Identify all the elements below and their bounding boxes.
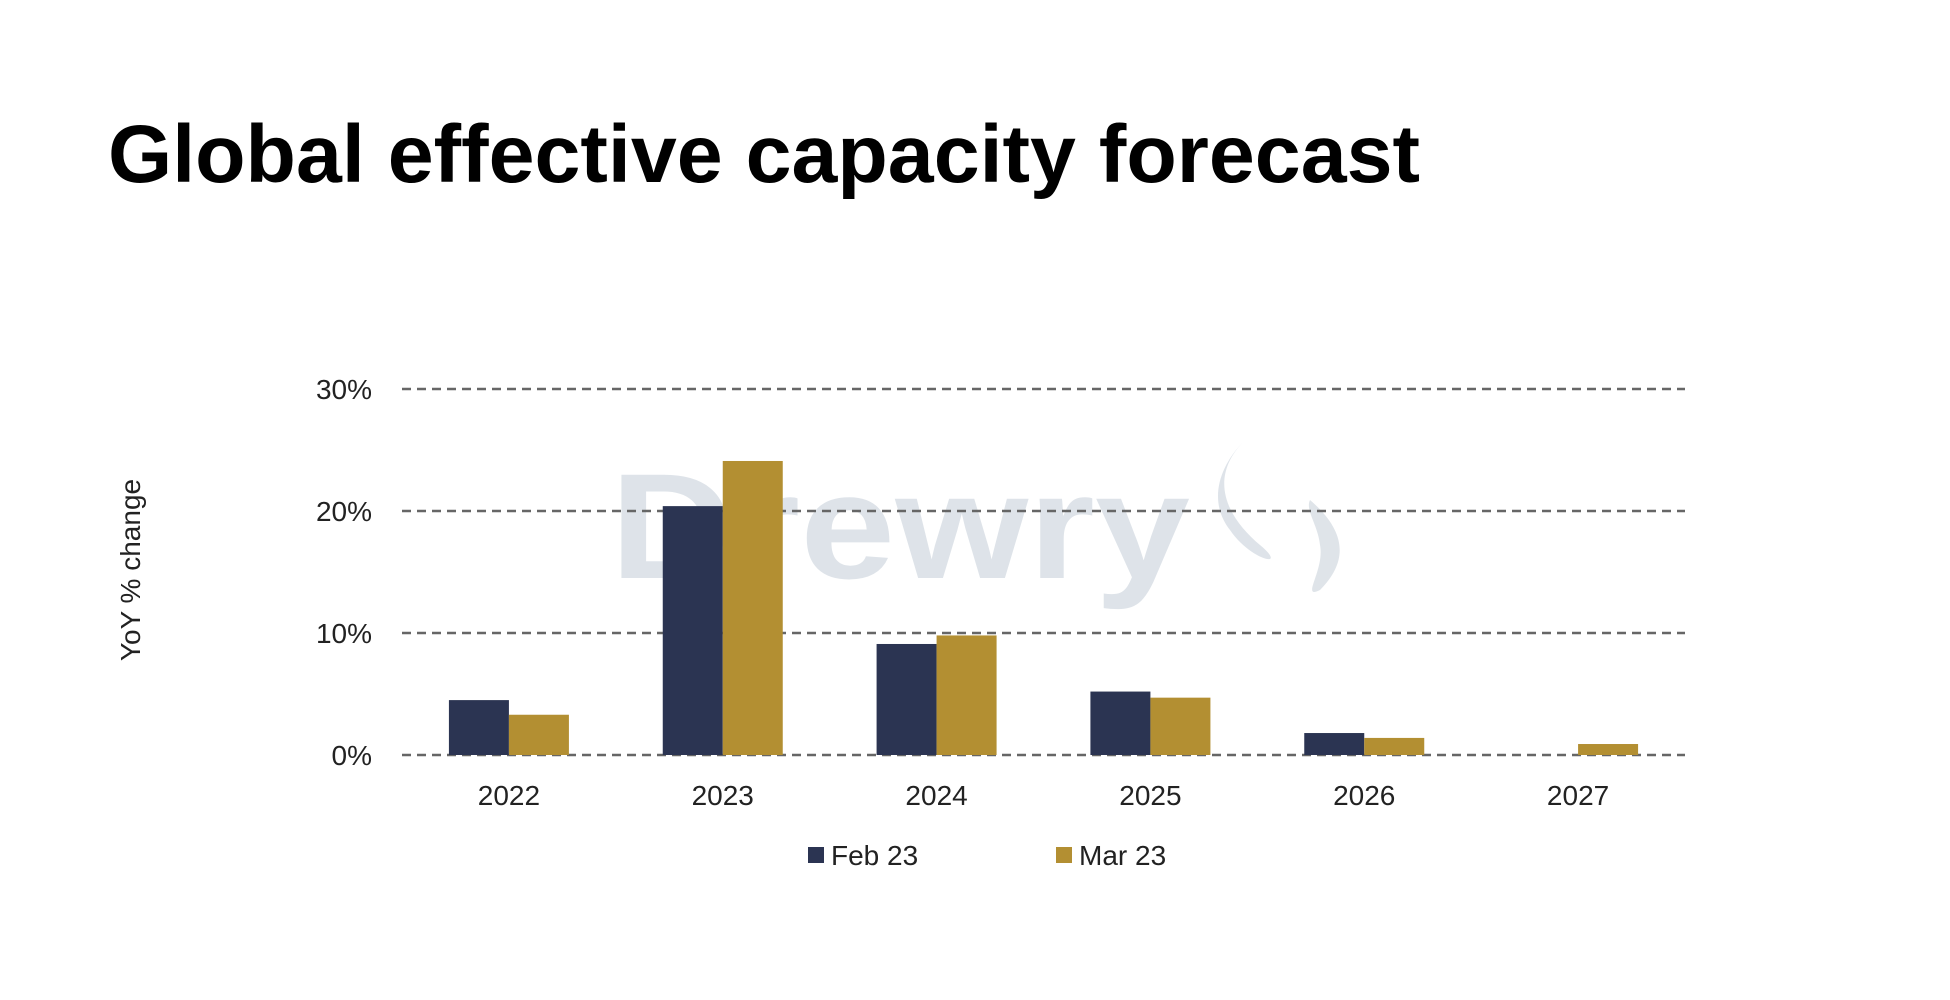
x-tick-label: 2025 [1119, 780, 1181, 811]
legend-label: Mar 23 [1079, 840, 1166, 871]
y-tick-label: 0% [332, 740, 372, 771]
bar-feb-23-2023 [662, 506, 723, 755]
gridlines [402, 387, 1685, 757]
y-tick-label: 20% [316, 496, 372, 527]
chart-title: Global effective capacity forecast [108, 109, 1420, 200]
bar-mar-23-2023 [722, 460, 783, 755]
x-tick-label: 2027 [1547, 780, 1609, 811]
bar-mar-23-2024 [936, 635, 997, 755]
bar-feb-23-2025 [1090, 691, 1151, 755]
bar-feb-23-2026 [1304, 733, 1365, 755]
y-axis-label: YoY % change [115, 479, 146, 661]
bar-mar-23-2026 [1364, 737, 1425, 755]
y-tick-label: 10% [316, 618, 372, 649]
x-tick-label: 2026 [1333, 780, 1395, 811]
legend-label: Feb 23 [831, 840, 918, 871]
x-tick-label: 2022 [478, 780, 540, 811]
bar-mar-23-2027 [1578, 744, 1639, 755]
x-tick-label: 2023 [692, 780, 754, 811]
watermark-flame-icon [1218, 440, 1340, 592]
bar-feb-23-2024 [876, 643, 937, 755]
x-tick-label: 2024 [905, 780, 967, 811]
bar-mar-23-2022 [508, 714, 569, 755]
bars [448, 460, 1639, 755]
y-axis-ticks: 0% 10% 20% 30% [316, 374, 372, 771]
y-tick-label: 30% [316, 374, 372, 405]
bar-feb-23-2022 [448, 700, 509, 755]
legend-swatch [1056, 847, 1072, 863]
legend-swatch [808, 847, 824, 863]
bar-mar-23-2025 [1150, 697, 1211, 755]
x-axis-ticks: 2022 2023 2024 2025 2026 2027 [478, 780, 1609, 811]
legend: Feb 23 Mar 23 [808, 840, 1166, 871]
